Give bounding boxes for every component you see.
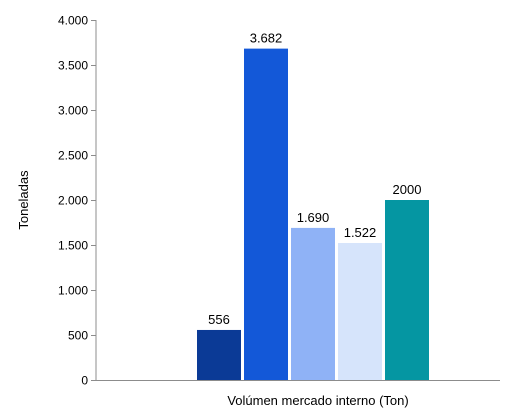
bars: 556 3.682 1.690 1.522 2000: [197, 31, 429, 381]
bar: [338, 243, 382, 380]
bar-value-label: 1.522: [344, 225, 377, 240]
bar: [244, 48, 288, 381]
y-tick-label: 0: [81, 374, 88, 388]
bar: [385, 200, 429, 380]
bar: [197, 329, 241, 380]
y-tick-label: 4.000: [58, 14, 88, 28]
y-tick-label: 500: [68, 329, 88, 343]
y-tick-label: 3.500: [58, 59, 88, 73]
y-axis-title: Toneladas: [16, 170, 31, 230]
bar-value-label: 556: [208, 312, 230, 327]
bar-value-label: 2000: [393, 182, 422, 197]
bar-value-label: 3.682: [250, 31, 283, 46]
x-axis-title: Volúmen mercado interno (Ton): [227, 393, 408, 408]
bar-value-label: 1.690: [297, 210, 330, 225]
y-axis: 0 500 1.000 1.500 2.000 2.500 3.000 3.500 4.000: [58, 14, 97, 388]
y-tick-label: 2.000: [58, 194, 88, 208]
y-tick-label: 2.500: [58, 149, 88, 163]
bar: [291, 227, 335, 380]
y-tick-label: 1.500: [58, 239, 88, 253]
y-tick-label: 3.000: [58, 104, 88, 118]
y-tick-label: 1.000: [58, 284, 88, 298]
